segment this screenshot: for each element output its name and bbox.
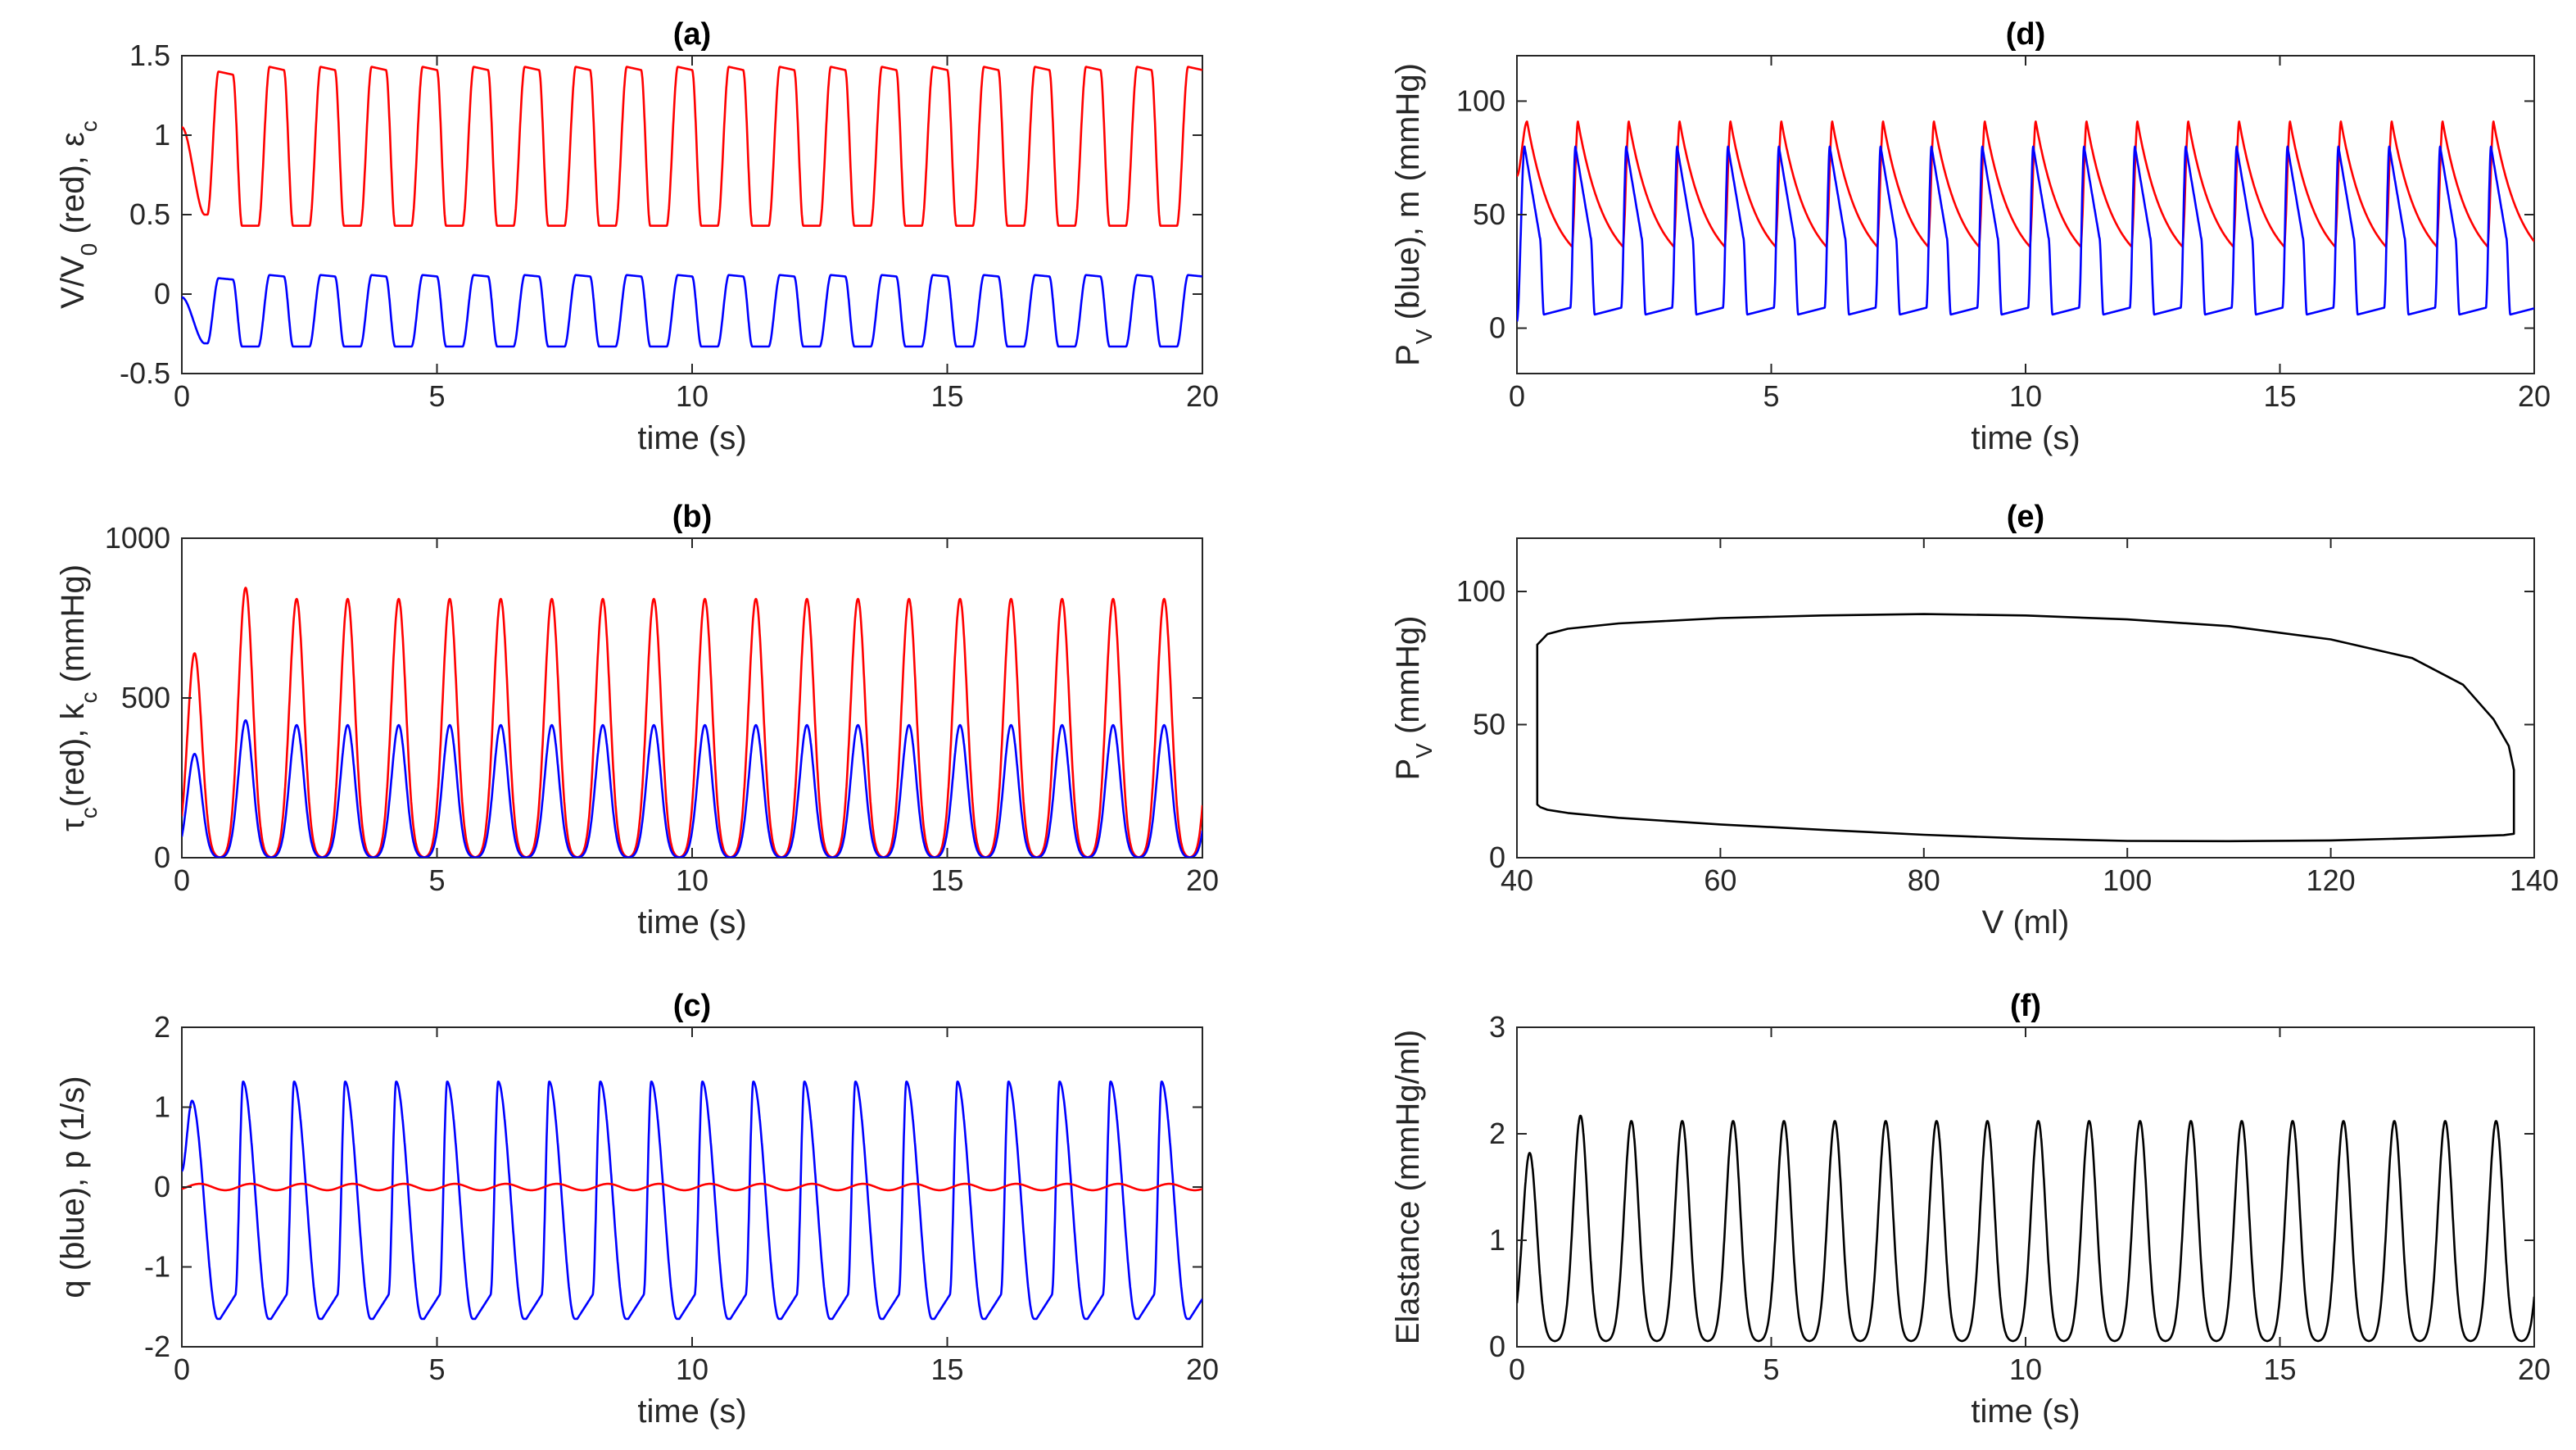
- y-tick-label: 1000: [105, 521, 170, 555]
- x-tick-label: 15: [2263, 379, 2296, 413]
- x-tick-label: 140: [2510, 863, 2559, 897]
- y-tick-label: 1: [154, 118, 170, 152]
- y-tick-label: 1: [1489, 1223, 1505, 1257]
- panel-b: 0 5 10 15 20 0 500 1000 (b) time (s) τc(red), kc (…: [55, 500, 1219, 940]
- y-tick-label: 3: [1489, 1010, 1505, 1044]
- axes-frame: [1516, 537, 2535, 859]
- y-tick-label: 100: [1456, 84, 1505, 117]
- x-tick-label: 5: [428, 1353, 445, 1386]
- x-tick-label: 40: [1501, 863, 1533, 897]
- panel-title: (d): [2006, 17, 2046, 52]
- axes-frame: [181, 1026, 1203, 1348]
- panel-e: 40 60 80 100 120 140 0 50 100 (e) V (ml) PV (mmHg): [1390, 500, 2559, 940]
- x-axis-label: time (s): [637, 904, 746, 940]
- x-tick-label: 10: [2009, 379, 2042, 413]
- y-tick-label: 1.5: [129, 39, 170, 72]
- x-axis-label: time (s): [1971, 420, 2080, 456]
- series-m: [1517, 120, 2534, 248]
- y-tick-label: 0.5: [129, 197, 170, 231]
- y-axis-label: q (blue), p (1/s): [55, 1076, 91, 1298]
- x-tick-label: 15: [930, 379, 963, 413]
- y-tick-label: 2: [1489, 1117, 1505, 1150]
- x-tick-label: 0: [1509, 1353, 1525, 1386]
- x-tick-label: 15: [930, 863, 963, 897]
- x-tick-label: 5: [428, 863, 445, 897]
- y-tick-label: 0: [1489, 841, 1505, 874]
- axes-frame: [181, 55, 1203, 374]
- y-tick-label: 500: [121, 681, 170, 714]
- series-p-v: [1517, 145, 2534, 322]
- x-axis-label: time (s): [637, 420, 746, 456]
- series-elastance: [1517, 1114, 2534, 1343]
- y-axis-label: PV (blue), m (mmHg): [1390, 63, 1437, 366]
- y-tick-label: -0.5: [120, 356, 170, 390]
- x-tick-label: 20: [1186, 379, 1219, 413]
- y-axis-label: V/V0 (red), εc: [55, 120, 102, 309]
- y-tick-label: -1: [144, 1250, 170, 1284]
- series-v-v0: [182, 66, 1202, 227]
- x-tick-label: 0: [174, 379, 190, 413]
- panel-f: 0 5 10 15 20 0 1 2 3 (f) time (s) Elastance (mmHg/m…: [1390, 989, 2551, 1430]
- x-tick-label: 0: [174, 863, 190, 897]
- x-tick-label: 60: [1704, 863, 1736, 897]
- series-tau-c: [182, 587, 1202, 858]
- x-tick-label: 20: [1186, 1353, 1219, 1386]
- x-axis-label: time (s): [1971, 1393, 2080, 1430]
- x-tick-label: 15: [930, 1353, 963, 1386]
- series-k-c: [182, 719, 1202, 858]
- x-tick-label: 5: [428, 379, 445, 413]
- series-epsilon-c: [182, 274, 1202, 348]
- x-tick-label: 5: [1763, 379, 1779, 413]
- x-tick-label: 20: [1186, 863, 1219, 897]
- series-q: [182, 1081, 1202, 1321]
- x-tick-label: 100: [2103, 863, 2152, 897]
- x-tick-label: 10: [676, 1353, 709, 1386]
- y-axis-label: Elastance (mmHg/ml): [1390, 1030, 1426, 1345]
- x-tick-label: 0: [174, 1353, 190, 1386]
- y-tick-label: 0: [154, 1170, 170, 1203]
- series-p: [182, 1182, 1202, 1192]
- panel-title: (e): [2007, 500, 2044, 534]
- panel-title: (c): [673, 989, 711, 1023]
- y-axis-label: τc(red), kc (mmHg): [55, 564, 102, 831]
- x-tick-label: 10: [676, 379, 709, 413]
- series-pv-loop: [1536, 613, 2515, 843]
- y-tick-label: 0: [154, 841, 170, 874]
- y-axis-label: PV (mmHg): [1390, 616, 1437, 781]
- x-axis-label: V (ml): [1982, 904, 2070, 940]
- y-tick-label: 1: [154, 1090, 170, 1124]
- x-tick-label: 15: [2263, 1353, 2296, 1386]
- panel-a: 0 5 10 15 20-0.500.511.5(a)time (s)V/V0 (red…: [55, 17, 1219, 456]
- y-tick-label: 2: [154, 1010, 170, 1044]
- x-tick-label: 120: [2307, 863, 2356, 897]
- axes-frame: [1516, 55, 2535, 374]
- x-tick-label: 20: [2518, 1353, 2551, 1386]
- y-tick-label: 50: [1473, 197, 1505, 231]
- panel-title: (f): [2010, 989, 2041, 1023]
- panel-c: 0 5 10 15 20 -2 -1 0 1 2 (c) time (s) q (blue), p (1…: [55, 989, 1219, 1430]
- x-tick-label: 10: [2009, 1353, 2042, 1386]
- y-tick-label: 0: [1489, 311, 1505, 345]
- y-tick-label: 0: [1489, 1330, 1505, 1363]
- panel-title: (b): [672, 500, 713, 534]
- y-tick-label: -2: [144, 1330, 170, 1363]
- x-tick-label: 0: [1509, 379, 1525, 413]
- panel-d: 0 5 10 15 20 0 50 100 (d) time (s) PV (blue), m (m…: [1390, 17, 2551, 456]
- x-tick-label: 20: [2518, 379, 2551, 413]
- y-tick-label: 100: [1456, 574, 1505, 608]
- y-tick-label: 0: [154, 277, 170, 310]
- x-tick-label: 80: [1908, 863, 1940, 897]
- x-tick-label: 10: [676, 863, 709, 897]
- y-tick-label: 50: [1473, 708, 1505, 741]
- x-axis-label: time (s): [637, 1393, 746, 1430]
- x-tick-label: 5: [1763, 1353, 1779, 1386]
- panel-title: (a): [673, 17, 711, 52]
